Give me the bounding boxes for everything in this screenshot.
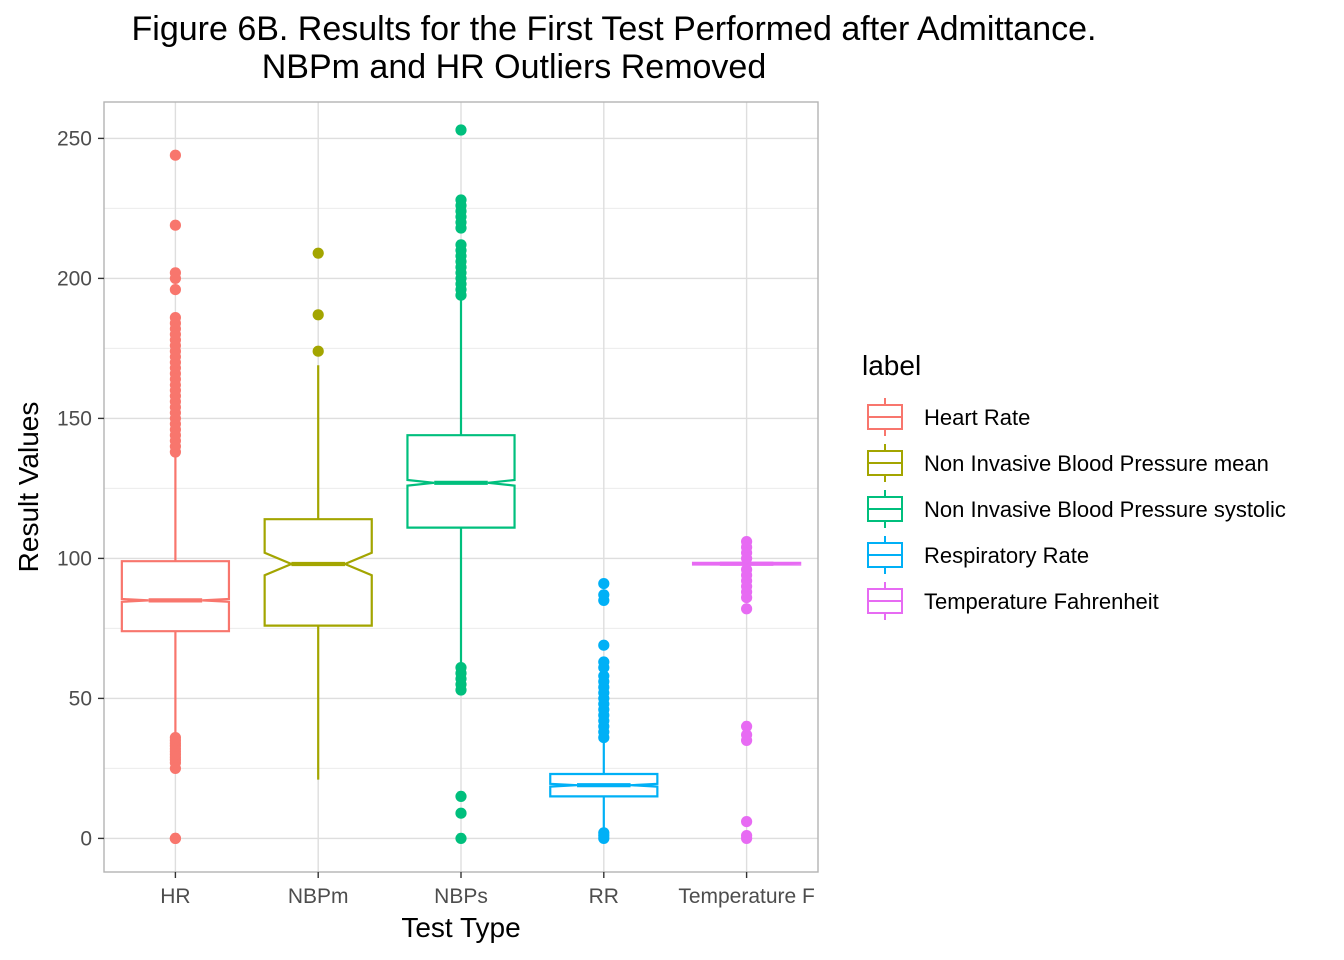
outlier-point	[741, 564, 753, 576]
outlier-point	[455, 807, 467, 819]
boxplots	[120, 124, 802, 845]
outlier-point	[455, 662, 467, 674]
outlier-point	[598, 639, 610, 651]
notched-box	[120, 560, 231, 633]
x-tick-label: NBPs	[434, 885, 488, 908]
outlier-point	[312, 309, 324, 321]
outlier-point	[312, 345, 324, 357]
outlier-point	[169, 149, 181, 161]
outlier-point	[169, 312, 181, 324]
y-axis-title: Result Values	[13, 402, 44, 573]
outlier-point	[598, 827, 610, 839]
legend-item: Non Invasive Blood Pressure mean	[862, 441, 1269, 485]
box-nbpm	[263, 247, 373, 780]
y-tick-label: 200	[57, 267, 92, 290]
legend-label: Non Invasive Blood Pressure mean	[924, 451, 1269, 476]
outlier-point	[169, 267, 181, 279]
legend-label: Temperature Fahrenheit	[924, 589, 1159, 614]
legend-label: Heart Rate	[924, 405, 1030, 430]
outlier-point	[312, 247, 324, 259]
outlier-point	[598, 670, 610, 682]
legend-item: Respiratory Rate	[862, 533, 1089, 577]
outlier-point	[455, 832, 467, 845]
box-nbps	[406, 124, 516, 845]
legend-label: Non Invasive Blood Pressure systolic	[924, 497, 1286, 522]
outlier-point	[169, 732, 181, 744]
legend-title: label	[862, 350, 921, 381]
outlier-point	[741, 830, 753, 842]
y-tick-label: 150	[57, 407, 92, 430]
outlier-point	[455, 194, 467, 206]
outlier-point	[598, 578, 610, 590]
y-axis-ticks: 0 50 100 150 200 250	[57, 127, 104, 850]
notched-box	[263, 518, 373, 627]
box-rr	[549, 578, 659, 845]
legend-item: Temperature Fahrenheit	[862, 579, 1159, 623]
legend-item: Non Invasive Blood Pressure systolic	[862, 487, 1286, 531]
legend-label: Respiratory Rate	[924, 543, 1089, 568]
legend: label Heart Rate Non Invasive Blood Press…	[862, 350, 1286, 623]
outlier-point	[169, 284, 181, 296]
x-axis-ticks: HR NBPm NBPs RR Temperature F	[160, 872, 815, 908]
outlier-point	[598, 656, 610, 668]
x-tick-label: NBPm	[288, 885, 349, 908]
y-tick-label: 50	[69, 687, 92, 710]
chart-title: Figure 6B. Results for the First Test Pe…	[132, 10, 1097, 48]
outlier-point	[741, 729, 753, 741]
outlier-point	[455, 239, 467, 251]
outlier-point	[169, 219, 181, 231]
y-tick-label: 250	[57, 127, 92, 150]
x-axis-title: Test Type	[401, 912, 520, 943]
outlier-point	[598, 589, 610, 601]
outlier-point	[741, 816, 753, 828]
outlier-point	[741, 720, 753, 733]
outlier-point	[455, 124, 467, 136]
y-tick-label: 100	[57, 547, 92, 570]
x-tick-label: RR	[589, 885, 619, 908]
chart-subtitle: NBPm and HR Outliers Removed	[262, 48, 767, 86]
box-temperature-f	[691, 536, 802, 845]
legend-item: Heart Rate	[862, 395, 1030, 439]
outlier-point	[169, 832, 181, 845]
y-tick-label: 0	[80, 827, 92, 850]
outlier-point	[741, 536, 753, 548]
x-tick-label: HR	[160, 885, 190, 908]
x-tick-label: Temperature F	[678, 885, 815, 908]
box-hr	[120, 149, 231, 845]
outlier-point	[741, 603, 753, 615]
outlier-point	[455, 790, 467, 803]
